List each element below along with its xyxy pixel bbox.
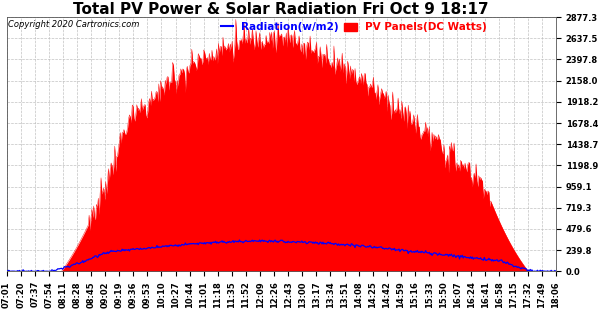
Title: Total PV Power & Solar Radiation Fri Oct 9 18:17: Total PV Power & Solar Radiation Fri Oct…: [73, 2, 489, 17]
Legend: Radiation(w/m2), PV Panels(DC Watts): Radiation(w/m2), PV Panels(DC Watts): [221, 22, 487, 32]
Text: Copyright 2020 Cartronics.com: Copyright 2020 Cartronics.com: [8, 20, 139, 29]
